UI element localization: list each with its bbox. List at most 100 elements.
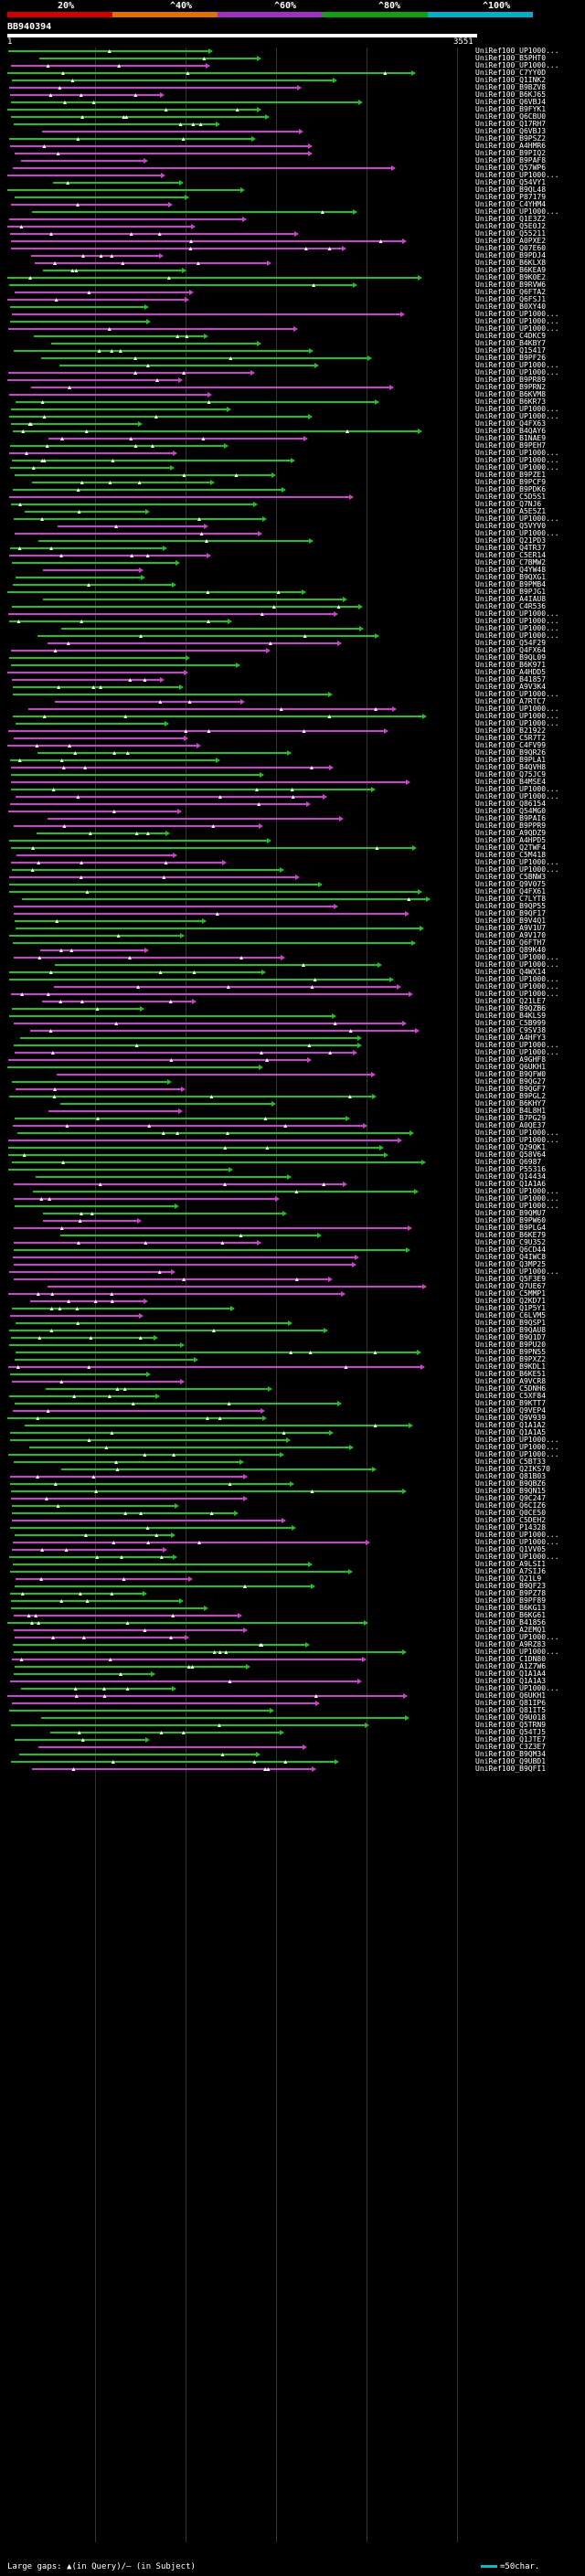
hit-label[interactable]: UniRef100_Q2IKS70 <box>475 1466 550 1473</box>
hit-label[interactable]: UniRef100_A5E5Z1 <box>475 508 547 515</box>
hit-label[interactable]: UniRef100_Q4IWC8 <box>475 1254 547 1261</box>
hit-label[interactable]: UniRef100_UP1000... <box>475 1539 559 1546</box>
hit-label[interactable]: UniRef100_Q54VY1 <box>475 179 547 186</box>
hit-label[interactable]: UniRef100_P87179 <box>475 194 547 201</box>
hit-label[interactable]: UniRef100_B6KLX8 <box>475 260 547 267</box>
hit-label[interactable]: UniRef100_B9PDJ4 <box>475 252 547 260</box>
hit-label[interactable]: UniRef100_UP1000... <box>475 610 559 618</box>
hit-label[interactable]: UniRef100_Q4FX64 <box>475 647 547 654</box>
hit-label[interactable]: UniRef100_UP1000... <box>475 1634 559 1641</box>
hit-label[interactable]: UniRef100_Q1A1A3 <box>475 1678 547 1685</box>
hit-label[interactable]: UniRef100_A0PXE2 <box>475 238 547 245</box>
hit-label[interactable]: UniRef100_Q1A1A4 <box>475 1670 547 1678</box>
hit-label[interactable]: UniRef100_Q3MP25 <box>475 1261 547 1268</box>
hit-label[interactable]: UniRef100_Q6FTA2 <box>475 289 547 296</box>
hit-label[interactable]: UniRef100_Q4WX14 <box>475 969 547 976</box>
hit-label[interactable]: UniRef100_C9U352 <box>475 1239 547 1246</box>
hit-label[interactable]: UniRef100_Q6CIZ6 <box>475 1502 547 1510</box>
hit-label[interactable]: UniRef100_A9V3K4 <box>475 684 547 691</box>
hit-label[interactable]: UniRef100_C7BMW2 <box>475 559 547 567</box>
hit-label[interactable]: UniRef100_B6KEA9 <box>475 267 547 274</box>
hit-label[interactable]: UniRef100_B6KE51 <box>475 1371 547 1378</box>
hit-label[interactable]: UniRef100_Q9C247 <box>475 1495 547 1502</box>
hit-label[interactable]: UniRef100_C5R7T2 <box>475 735 547 742</box>
hit-label[interactable]: UniRef100_UP1000... <box>475 325 559 333</box>
hit-label[interactable]: UniRef100_Q9V939 <box>475 1415 547 1422</box>
hit-label[interactable]: UniRef100_UP1000... <box>475 62 559 69</box>
hit-label[interactable]: UniRef100_UP1000... <box>475 1268 559 1276</box>
hit-label[interactable]: UniRef100_Q1A1A6 <box>475 1181 547 1188</box>
hit-label[interactable]: UniRef100_UP1000... <box>475 369 559 376</box>
hit-label[interactable]: UniRef100_C4DKC9 <box>475 333 547 340</box>
hit-label[interactable]: UniRef100_UP1000... <box>475 859 559 866</box>
hit-label[interactable]: UniRef100_Q9V075 <box>475 881 547 888</box>
hit-label[interactable]: UniRef100_Q7UE67 <box>475 1283 547 1290</box>
hit-label[interactable]: UniRef100_B9PXZ2 <box>475 1356 547 1363</box>
hit-label[interactable]: UniRef100_C7YY0D <box>475 69 547 77</box>
hit-label[interactable]: UniRef100_Q4FX63 <box>475 420 547 428</box>
hit-label[interactable]: UniRef100_UP1000... <box>475 515 559 523</box>
hit-label[interactable]: UniRef100_B6KJ65 <box>475 91 547 99</box>
hit-label[interactable]: UniRef100_Q1INK2 <box>475 77 547 84</box>
hit-label[interactable]: UniRef100_C4FV99 <box>475 742 547 749</box>
hit-label[interactable]: UniRef100_UP1000... <box>475 1188 559 1195</box>
hit-label[interactable]: UniRef100_B41856 <box>475 1619 547 1627</box>
hit-label[interactable]: UniRef100_Q4FX61 <box>475 888 547 896</box>
hit-label[interactable]: UniRef100_B9PZE1 <box>475 472 547 479</box>
hit-label[interactable]: UniRef100_Q55211 <box>475 230 547 238</box>
hit-label[interactable]: UniRef100_Q0CE50 <box>475 1510 547 1517</box>
hit-label[interactable]: UniRef100_B9PR89 <box>475 376 547 384</box>
hit-label[interactable]: UniRef100_UP1000... <box>475 983 559 991</box>
hit-label[interactable]: UniRef100_B9PGL2 <box>475 1093 547 1100</box>
hit-label[interactable]: UniRef100_A1Z7W6 <box>475 1663 547 1670</box>
hit-label[interactable]: UniRef100_B9PDK6 <box>475 486 547 493</box>
hit-label[interactable]: UniRef100_C5M418 <box>475 852 547 859</box>
hit-label[interactable]: UniRef100_B1NAE9 <box>475 435 547 442</box>
hit-label[interactable]: UniRef100_UP1000... <box>475 413 559 420</box>
hit-label[interactable]: UniRef100_UP1000... <box>475 172 559 179</box>
hit-label[interactable]: UniRef100_A9VCR8 <box>475 1378 547 1385</box>
hit-label[interactable]: UniRef100_UP1000... <box>475 976 559 983</box>
hit-label[interactable]: UniRef100_B9PF89 <box>475 1597 547 1605</box>
hit-label[interactable]: UniRef100_B6KHY7 <box>475 1100 547 1108</box>
hit-label[interactable]: UniRef100_B9PN55 <box>475 1349 547 1356</box>
hit-label[interactable]: UniRef100_B9PCF9 <box>475 479 547 486</box>
hit-label[interactable]: UniRef100_A9RZ83 <box>475 1641 547 1648</box>
hit-label[interactable]: UniRef100_B9QFI1 <box>475 1765 547 1773</box>
hit-label[interactable]: UniRef100_Q14434 <box>475 1173 547 1181</box>
hit-label[interactable]: UniRef100_B9QZB6 <box>475 1005 547 1012</box>
hit-label[interactable]: UniRef100_Q1A1A2 <box>475 1422 547 1429</box>
hit-label[interactable]: UniRef100_A4HMR6 <box>475 143 547 150</box>
hit-label[interactable]: UniRef100_B9V4Q1 <box>475 917 547 925</box>
hit-label[interactable]: UniRef100_B9Q1D7 <box>475 1334 547 1341</box>
hit-label[interactable]: UniRef100_B9QN15 <box>475 1488 547 1495</box>
hit-label[interactable]: UniRef100_B9PIQ2 <box>475 150 547 157</box>
hit-label[interactable]: UniRef100_B9FYK1 <box>475 106 547 113</box>
hit-label[interactable]: UniRef100_Q5VYV0 <box>475 523 547 530</box>
hit-label[interactable]: UniRef100_B9PLA1 <box>475 757 547 764</box>
hit-label[interactable]: UniRef100_C5DNH6 <box>475 1385 547 1393</box>
hit-label[interactable]: UniRef100_Q1E3Z2 <box>475 216 547 223</box>
hit-label[interactable]: UniRef100_B6KG13 <box>475 1605 547 1612</box>
hit-label[interactable]: UniRef100_UP1000... <box>475 720 559 727</box>
hit-label[interactable]: UniRef100_C5ER14 <box>475 552 547 559</box>
hit-label[interactable]: UniRef100_UP1000... <box>475 625 559 632</box>
hit-label[interactable]: UniRef100_B9QAU8 <box>475 1327 547 1334</box>
hit-label[interactable]: UniRef100_A4IAU8 <box>475 596 547 603</box>
hit-label[interactable]: UniRef100_UP1000... <box>475 1532 559 1539</box>
hit-label[interactable]: UniRef100_Q21L9 <box>475 1575 542 1583</box>
hit-label[interactable]: UniRef100_Q86154 <box>475 800 547 808</box>
hit-label[interactable]: UniRef100_C4YHM4 <box>475 201 547 208</box>
hit-label[interactable]: UniRef100_Q5E0J2 <box>475 223 547 230</box>
hit-label[interactable]: UniRef100_UP1000... <box>475 954 559 961</box>
hit-label[interactable]: UniRef100_B9BZV8 <box>475 84 547 91</box>
hit-label[interactable]: UniRef100_UP1000... <box>475 618 559 625</box>
hit-label[interactable]: UniRef100_UP1000... <box>475 1648 559 1656</box>
hit-label[interactable]: UniRef100_A7SIJ6 <box>475 1568 547 1575</box>
hit-label[interactable]: UniRef100_C5XF84 <box>475 1393 547 1400</box>
hit-label[interactable]: UniRef100_Q6UKH1 <box>475 1064 547 1071</box>
hit-label[interactable]: UniRef100_Q21LE7 <box>475 998 547 1005</box>
hit-label[interactable]: UniRef100_P55316 <box>475 1166 547 1173</box>
hit-label[interactable]: UniRef100_B9QM34 <box>475 1751 547 1758</box>
hit-label[interactable]: UniRef100_UP1000... <box>475 406 559 413</box>
